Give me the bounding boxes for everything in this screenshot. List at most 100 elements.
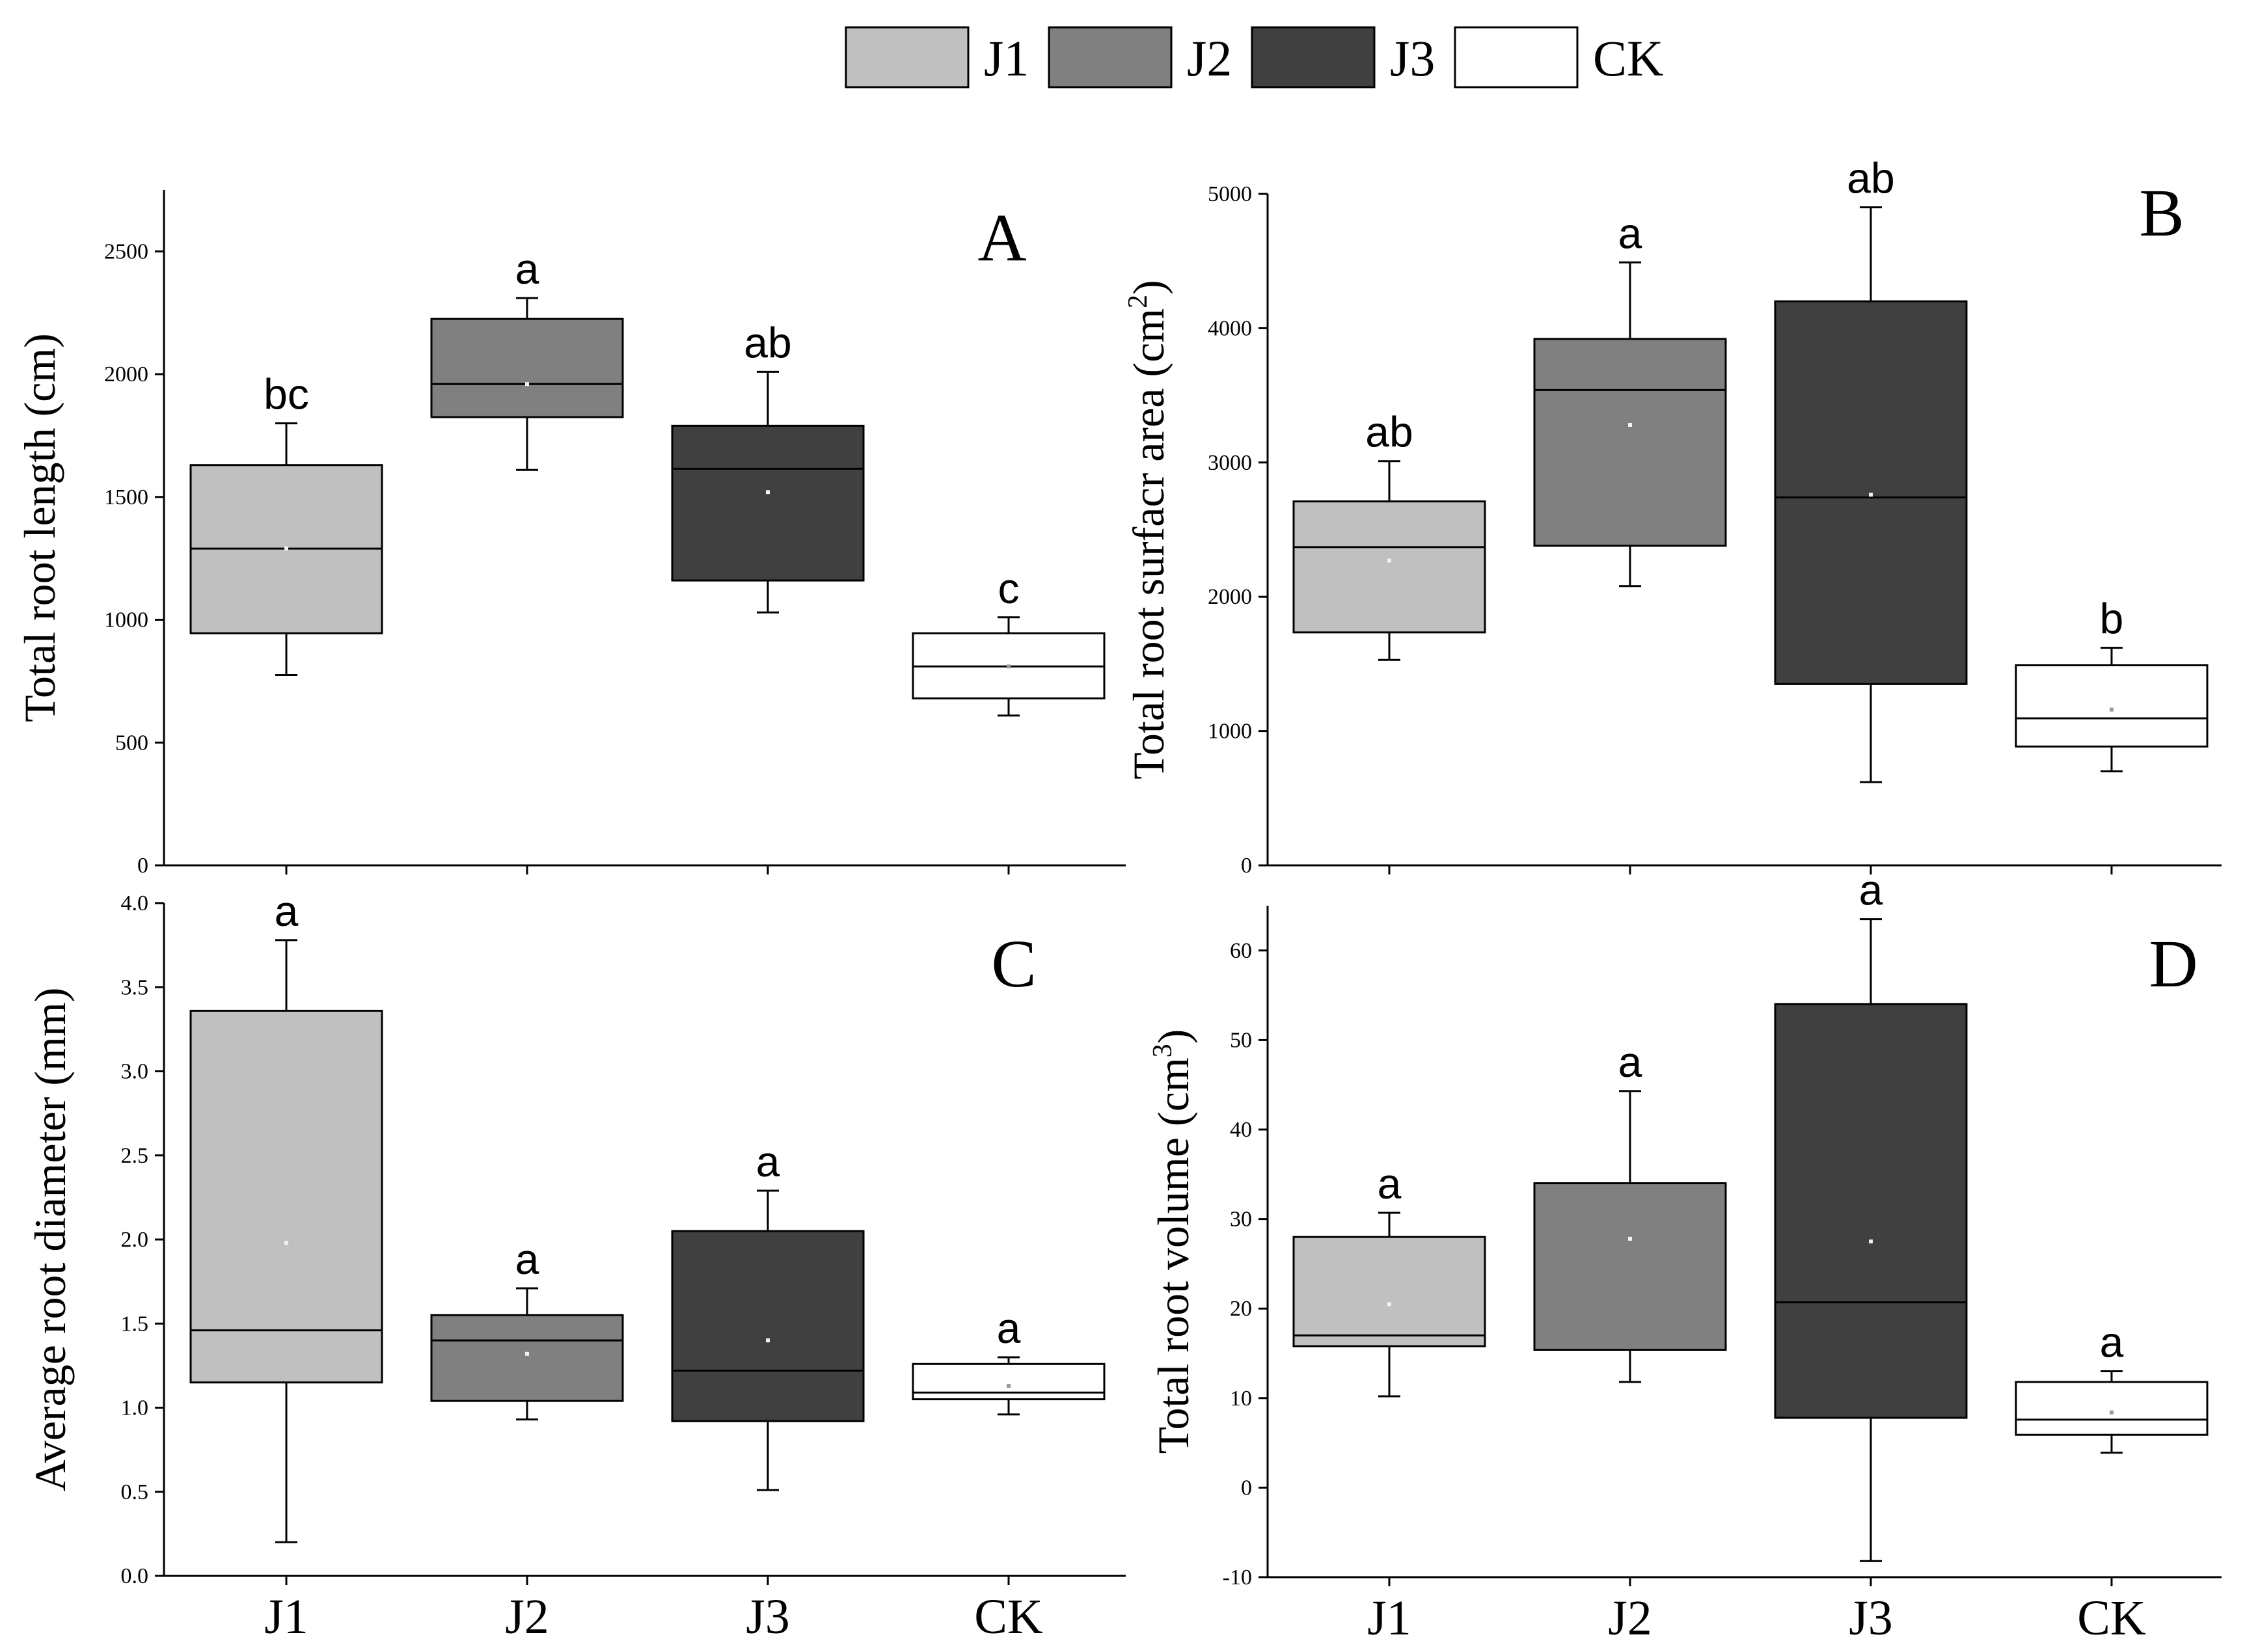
mean-marker-a-ck	[1007, 664, 1011, 669]
legend-swatch-j3	[1251, 26, 1376, 88]
y-tick-label-c: 2.0	[121, 1228, 149, 1252]
legend-label-j3: J3	[1390, 30, 1435, 87]
mean-marker-b-ck	[2110, 707, 2114, 712]
box-d-j2	[1533, 1182, 1727, 1351]
y-tick-label-c: 2.5	[121, 1144, 149, 1168]
y-axis-label-c: Average root diameter (mm)	[25, 988, 75, 1492]
significance-letter-d-ck: a	[2100, 1318, 2124, 1366]
panel-letter-a: A	[977, 200, 1026, 275]
mean-marker-d-j1	[1387, 1302, 1391, 1307]
significance-letter-d-j1: a	[1378, 1159, 1402, 1208]
y-tick-label-b: 5000	[1208, 182, 1252, 206]
panel-letter-c: C	[991, 927, 1036, 1001]
box-c-j2	[430, 1314, 624, 1402]
box-b-ck	[2015, 664, 2209, 748]
y-tick-label-c: 1.0	[121, 1396, 149, 1420]
mean-marker-d-j2	[1628, 1236, 1632, 1241]
significance-letter-c-j2: a	[515, 1235, 539, 1283]
box-d-j3	[1774, 1003, 1968, 1419]
y-axis-label-a: Total root length (cm)	[15, 333, 64, 722]
mean-marker-b-j2	[1628, 423, 1632, 427]
mean-marker-b-j3	[1869, 493, 1873, 497]
panel-letter-b: B	[2139, 176, 2184, 251]
y-tick-label-b: 2000	[1208, 585, 1252, 609]
x-tick-label-d: J3	[1849, 1591, 1893, 1645]
x-tick-label-d: J1	[1367, 1591, 1411, 1645]
legend-label-j1: J1	[984, 30, 1029, 87]
y-tick-label-d: 50	[1230, 1028, 1252, 1052]
legend-swatch-ck	[1454, 26, 1579, 88]
mean-marker-a-j2	[525, 382, 529, 386]
significance-letter-c-ck: a	[997, 1304, 1021, 1352]
y-tick-label-b: 1000	[1208, 720, 1252, 744]
panel-c: 0.0 0.5 1.0 1.5 2.0 2.5 3.0 3.5 4.0 J1 J2 J3 CK C Aver…	[25, 887, 1126, 1644]
y-tick-label-d: 30	[1230, 1208, 1252, 1232]
significance-letter-a-j3: ab	[744, 318, 791, 366]
box-b-j1	[1292, 500, 1486, 634]
box-c-j3	[671, 1230, 865, 1422]
mean-marker-d-ck	[2110, 1410, 2114, 1415]
y-axis-label-d: Total root volume (cm3)	[1148, 1029, 1198, 1454]
box-a-j3	[671, 424, 865, 582]
significance-letter-a-j1: bc	[264, 370, 309, 418]
mean-marker-a-j3	[766, 490, 770, 494]
significance-letter-b-j3: ab	[1847, 154, 1894, 202]
y-tick-label-c: 3.5	[121, 975, 149, 999]
y-tick-label-b: 3000	[1208, 451, 1252, 475]
box-b-j2	[1533, 338, 1727, 547]
significance-letter-a-j2: a	[515, 245, 539, 293]
y-tick-label-c: 4.0	[121, 891, 149, 915]
legend-label-ck: CK	[1593, 30, 1663, 87]
y-tick-label-c: 3.0	[121, 1060, 149, 1084]
x-tick-label-d: J2	[1608, 1591, 1652, 1645]
legend-label-j2: J2	[1187, 30, 1232, 87]
y-tick-label-a: 2000	[104, 362, 148, 386]
box-d-ck	[2015, 1381, 2209, 1436]
panel-a: 0 500 1000 1500 2000 2500 A Total root length (…	[15, 190, 1126, 878]
legend: J1 J2 J3 CK	[845, 26, 1663, 88]
mean-marker-c-j3	[766, 1338, 770, 1343]
y-tick-label-d: 10	[1230, 1387, 1252, 1411]
box-b-j3	[1774, 300, 1968, 685]
significance-letter-b-ck: b	[2100, 595, 2124, 643]
y-tick-label-a: 2500	[104, 239, 148, 264]
y-tick-label-a: 0	[137, 854, 148, 878]
significance-letter-d-j2: a	[1618, 1038, 1642, 1086]
x-tick-label-c: J3	[746, 1590, 790, 1644]
significance-letter-a-ck: c	[998, 564, 1020, 612]
y-tick-label-b: 4000	[1208, 316, 1252, 340]
y-tick-label-d: 20	[1230, 1297, 1252, 1321]
significance-letter-d-j3: a	[1859, 866, 1883, 914]
legend-swatch-j1	[845, 26, 970, 88]
significance-letter-b-j2: a	[1618, 209, 1642, 257]
y-tick-label-d: 0	[1241, 1476, 1252, 1500]
x-tick-label-c: J1	[264, 1590, 308, 1644]
significance-letter-b-j1: ab	[1365, 408, 1413, 456]
y-tick-label-a: 1000	[104, 608, 148, 632]
panel-letter-d: D	[2149, 927, 2197, 1001]
legend-swatch-j2	[1048, 26, 1173, 88]
y-tick-label-d: 40	[1230, 1118, 1252, 1142]
box-d-j1	[1292, 1236, 1486, 1347]
panel-b: 0 1000 2000 3000 4000 5000 B Total root surfacr…	[1123, 154, 2222, 878]
significance-letter-c-j3: a	[756, 1137, 780, 1185]
y-tick-label-d: -10	[1223, 1565, 1252, 1590]
box-c-j1	[189, 1009, 383, 1384]
mean-marker-b-j1	[1387, 558, 1391, 563]
y-tick-label-a: 500	[115, 731, 148, 755]
mean-marker-a-j1	[284, 547, 288, 551]
x-tick-label-d: CK	[2077, 1591, 2146, 1645]
y-axis-label-b: Total root surfacr area (cm2)	[1123, 280, 1173, 779]
box-a-j2	[430, 318, 624, 418]
mean-marker-c-j1	[284, 1241, 288, 1245]
mean-marker-d-j3	[1869, 1239, 1873, 1243]
y-tick-label-d: 60	[1230, 939, 1252, 963]
y-tick-label-c: 0.0	[121, 1564, 149, 1588]
mean-marker-c-ck	[1007, 1383, 1011, 1388]
y-tick-label-c: 0.5	[121, 1480, 149, 1504]
x-tick-label-c: CK	[974, 1590, 1043, 1644]
x-tick-label-c: J2	[505, 1590, 549, 1644]
y-tick-label-c: 1.5	[121, 1312, 149, 1336]
mean-marker-c-j2	[525, 1351, 529, 1356]
